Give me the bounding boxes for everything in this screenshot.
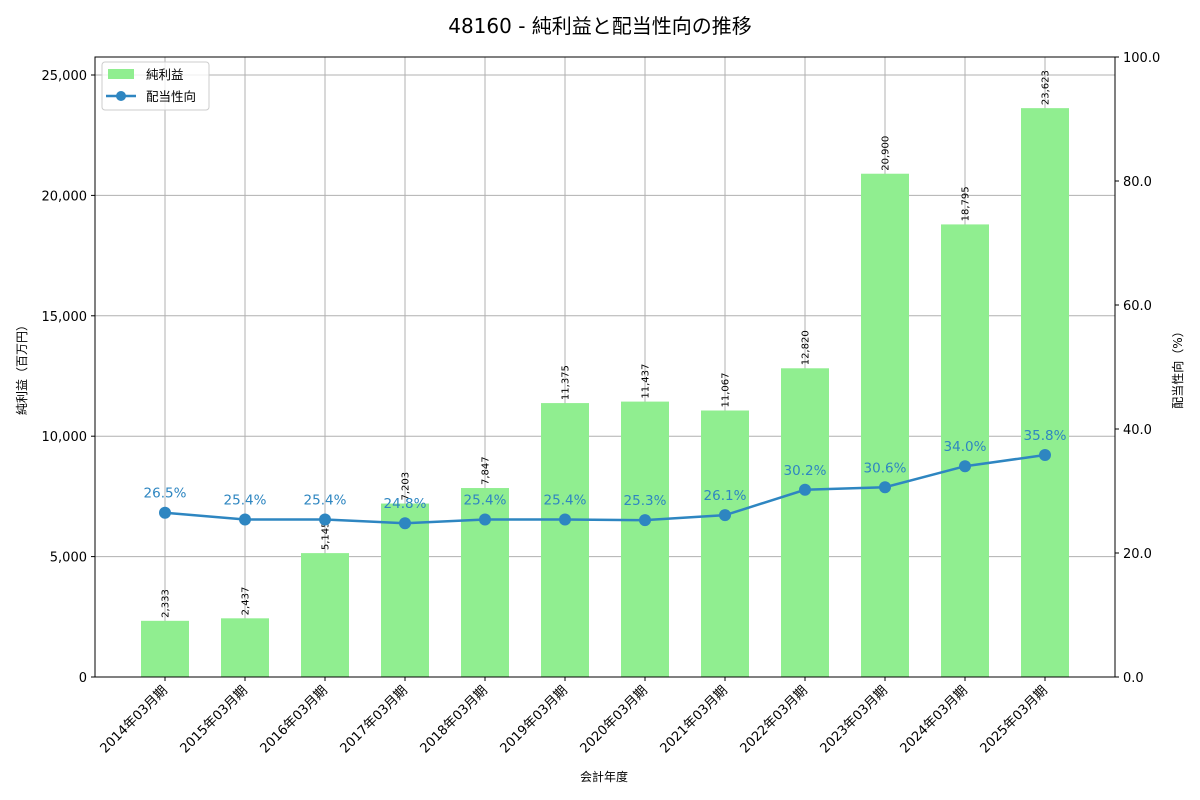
y-left-tick-label: 25,000	[42, 69, 88, 84]
percent-label: 24.8%	[384, 496, 427, 512]
line-marker	[719, 509, 731, 522]
bar-value-label: 20,900	[881, 136, 892, 171]
x-tick-label: 2015年03月期	[178, 683, 251, 756]
y-right-tick-label: 60.0	[1123, 299, 1152, 314]
bar	[1021, 108, 1069, 678]
y-right-tick-label: 40.0	[1123, 423, 1152, 438]
x-axis-label: 会計年度	[580, 769, 628, 784]
x-tick-label: 2014年03月期	[98, 683, 171, 756]
line-marker	[879, 481, 891, 494]
y-left-tick-label: 15,000	[42, 310, 88, 325]
percent-label: 30.2%	[784, 463, 827, 479]
bar	[141, 620, 189, 677]
axes: 0 5,000 10,000 15,000 20,000 25,000 0.0 20.0 40.…	[42, 51, 1161, 757]
line-marker	[479, 513, 491, 526]
x-tick-label: 2023年03月期	[818, 683, 891, 756]
x-tick-label: 2016年03月期	[258, 683, 331, 756]
y-right-tick-label: 20.0	[1123, 547, 1152, 562]
bar-value-label: 11,375	[561, 365, 572, 400]
line-marker	[159, 506, 171, 519]
bar	[781, 368, 829, 677]
legend: 純利益 配当性向	[101, 61, 210, 111]
percent-label: 30.6%	[864, 460, 907, 476]
line-marker	[399, 517, 411, 530]
bar-value-labels: 2,333 2,437 5,145 7,203 7,847 11,375 11,437 11,…	[161, 70, 1052, 618]
y-left-tick-label: 5,000	[50, 551, 87, 566]
line-marker	[1039, 449, 1051, 462]
bar-value-label: 18,795	[961, 186, 972, 221]
bar-value-label: 7,203	[401, 472, 412, 501]
bar	[941, 224, 989, 677]
x-tick-label: 2022年03月期	[738, 683, 811, 756]
percent-label: 25.3%	[624, 493, 667, 509]
legend-bar-swatch	[108, 69, 134, 79]
percent-label: 25.4%	[224, 493, 267, 509]
bar	[381, 503, 429, 677]
x-tick-label: 2017年03月期	[338, 683, 411, 756]
x-tick-label: 2020年03月期	[578, 683, 651, 756]
y-left-tick-label: 10,000	[42, 430, 88, 445]
percent-label: 25.4%	[464, 493, 507, 509]
bar-value-label: 2,437	[241, 587, 252, 616]
line-marker	[239, 513, 251, 526]
percent-label: 26.1%	[704, 488, 747, 504]
legend-label-payout-ratio: 配当性向	[146, 89, 196, 104]
y-axis-right-label: 配当性向（%）	[1170, 325, 1185, 408]
y-axis-left-label: 純利益（百万円）	[15, 319, 29, 415]
x-tick-label: 2018年03月期	[418, 683, 491, 756]
bar	[701, 410, 749, 677]
bar	[621, 401, 669, 677]
chart-title: 48160 - 純利益と配当性向の推移	[448, 14, 752, 38]
percent-label: 26.5%	[144, 486, 187, 502]
bar-value-label: 11,437	[641, 364, 652, 399]
y-right-tick-label: 80.0	[1123, 175, 1152, 190]
line-marker	[319, 513, 331, 526]
legend-line-marker	[116, 91, 126, 101]
y-left-tick-label: 0	[79, 671, 87, 686]
percent-label: 34.0%	[944, 439, 987, 455]
percent-label: 25.4%	[304, 493, 347, 509]
bar-value-label: 12,820	[801, 330, 812, 365]
bar-value-label: 11,067	[721, 373, 732, 408]
bar-value-label: 5,145	[321, 521, 332, 550]
legend-label-net-income: 純利益	[146, 67, 184, 82]
x-tick-label: 2021年03月期	[658, 683, 731, 756]
bar-series-net-income	[141, 108, 1069, 678]
bar-value-label: 23,623	[1041, 70, 1052, 105]
line-marker	[559, 513, 571, 526]
percent-label: 25.4%	[544, 493, 587, 509]
bar	[541, 403, 589, 677]
y-right-tick-label: 0.0	[1123, 671, 1144, 686]
bar-value-label: 2,333	[161, 589, 172, 618]
percent-label: 35.8%	[1024, 428, 1067, 444]
line-marker	[639, 514, 651, 527]
y-left-tick-label: 20,000	[42, 189, 88, 204]
x-tick-label: 2019年03月期	[498, 683, 571, 756]
y-right-tick-label: 100.0	[1123, 51, 1160, 66]
x-tick-label: 2025年03月期	[978, 683, 1051, 756]
line-marker	[799, 483, 811, 496]
bar	[221, 618, 269, 677]
bar	[301, 553, 349, 677]
bar-value-label: 7,847	[481, 456, 492, 485]
bar	[861, 173, 909, 677]
line-series-payout-ratio: 26.5% 25.4% 25.4% 24.8% 25.4% 25.4% 25.3% 26.1%…	[144, 428, 1067, 530]
x-tick-label: 2024年03月期	[898, 683, 971, 756]
line-marker	[959, 460, 971, 473]
